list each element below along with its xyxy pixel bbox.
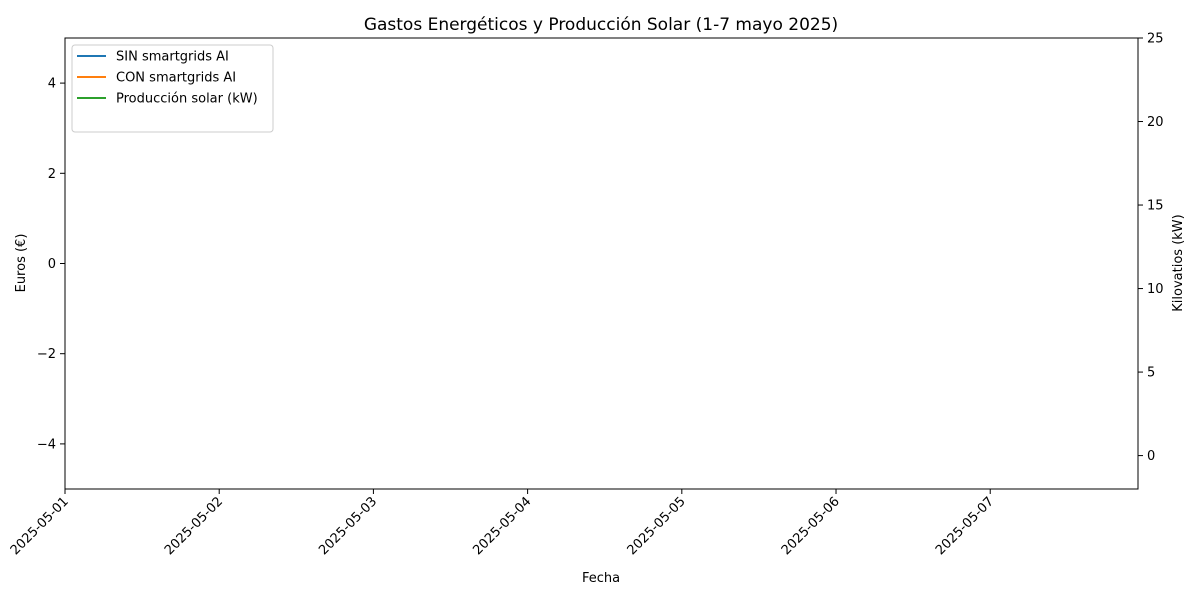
y-right-tick-label: 25 [1147,32,1164,47]
y-axis-right: 0 5 10 15 20 25 [1138,32,1164,464]
y-right-tick-label: 0 [1147,449,1155,464]
plot-frame [64,37,1139,490]
y-right-tick-label: 10 [1147,282,1164,297]
y-left-tick-label: −4 [37,437,56,452]
x-tick-label: 2025-05-01 [8,494,72,558]
y-right-tick-label: 20 [1147,115,1164,130]
x-tick-label: 2025-05-05 [625,494,689,558]
y-axis-left: −4 −2 0 2 4 [37,77,65,452]
legend-frame [71,44,274,133]
y-left-tick-label: 2 [48,167,56,182]
y-left-tick-label: −2 [37,347,56,362]
y-left-tick-label: 4 [48,77,56,92]
y-axis-left-label: Euros (€) [14,234,29,293]
x-tick-label: 2025-05-07 [933,494,997,558]
y-right-tick-label: 5 [1147,366,1155,381]
y-right-tick-label: 15 [1147,199,1164,214]
x-tick-label: 2025-05-02 [162,494,226,558]
legend: SIN smartgrids AI CON smartgrids AI Produc… [71,44,274,133]
x-axis-label: Fecha [582,571,620,586]
x-tick-label: 2025-05-06 [779,494,843,558]
legend-label: SIN smartgrids AI [116,50,229,65]
y-left-tick-label: 0 [48,257,56,272]
chart-title: Gastos Energéticos y Producción Solar (1… [364,15,838,35]
x-tick-label: 2025-05-04 [470,494,534,558]
legend-label: CON smartgrids AI [116,71,236,86]
x-tick-label: 2025-05-03 [316,494,380,558]
y-axis-right-label: Kilovatios (kW) [1171,214,1186,311]
legend-label: Producción solar (kW) [116,92,258,107]
x-axis: 2025-05-01 2025-05-02 2025-05-03 2025-05-04… [8,489,997,558]
